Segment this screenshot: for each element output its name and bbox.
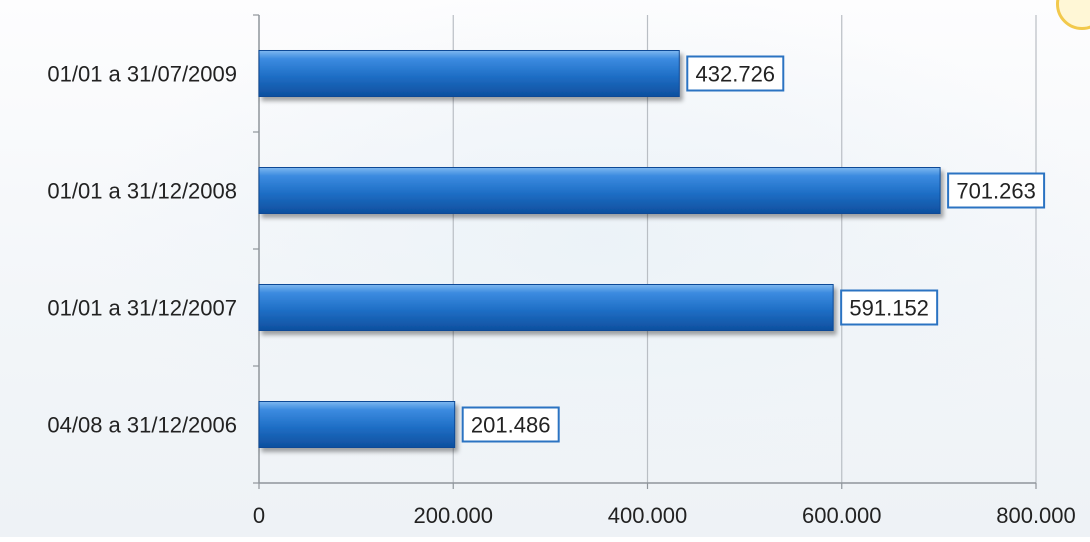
bar (258, 401, 456, 448)
x-tick-label: 200.000 (413, 503, 493, 528)
bar (258, 167, 941, 214)
data-label: 201.486 (471, 413, 551, 438)
category-label: 01/01 a 31/12/2008 (47, 179, 237, 204)
x-tick-label: 800.000 (996, 503, 1076, 528)
data-label: 432.726 (696, 62, 776, 87)
bar (258, 50, 680, 97)
category-label: 04/08 a 31/12/2006 (47, 413, 237, 438)
x-tick-label: 0 (253, 503, 265, 528)
x-tick-label: 400.000 (608, 503, 688, 528)
data-label: 591.152 (849, 296, 929, 321)
category-label: 01/01 a 31/12/2007 (47, 296, 237, 321)
data-label-box (686, 55, 785, 92)
data-labels: 432.726 701.263 591.152 201.486 (461, 55, 1046, 443)
data-label: 701.263 (956, 179, 1036, 204)
data-label-box (840, 289, 939, 326)
bar (258, 284, 834, 331)
category-label: 01/01 a 31/07/2009 (47, 62, 237, 87)
x-tick-label: 600.000 (802, 503, 882, 528)
tick-labels: 01/01 a 31/07/2009 01/01 a 31/12/2008 01/0… (47, 62, 1075, 529)
bars (258, 50, 941, 448)
data-label-box (947, 172, 1046, 209)
data-label-box (461, 406, 560, 443)
